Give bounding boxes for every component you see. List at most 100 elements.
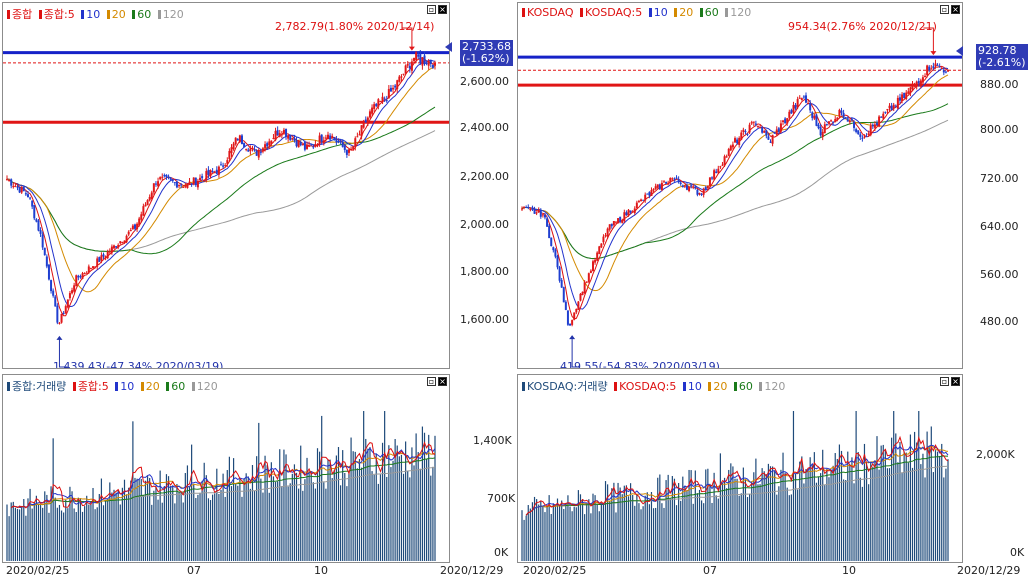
candle-body: [211, 171, 214, 173]
candle-body: [746, 133, 749, 135]
volume-bar: [333, 469, 335, 561]
volume-bar: [212, 494, 214, 561]
volume-bar: [680, 500, 682, 561]
close-icon[interactable]: ×: [438, 377, 447, 386]
volume-bar: [878, 469, 880, 561]
candle-body: [83, 273, 86, 275]
candle-body: [800, 98, 803, 101]
candle-body: [331, 135, 334, 138]
candle-body: [552, 247, 555, 251]
volume-bar: [251, 465, 254, 561]
candle-body: [614, 221, 617, 223]
candle-body: [811, 112, 814, 118]
candle-body: [637, 200, 640, 202]
volume-bar: [529, 508, 531, 561]
candle-body: [16, 186, 19, 188]
volume-bar: [650, 492, 653, 561]
candle-body: [606, 228, 609, 237]
candle-body: [102, 254, 105, 257]
volume-bar: [60, 510, 63, 561]
restore-icon[interactable]: ▫: [940, 5, 949, 14]
current-price-tag: 2,733.68 (-1.62%): [460, 40, 513, 66]
restore-icon[interactable]: ▫: [940, 377, 949, 386]
volume-bar: [163, 486, 165, 561]
candle-body: [629, 210, 632, 213]
candle-body: [594, 259, 597, 263]
volume-bar: [337, 447, 340, 561]
volume-bar: [822, 449, 824, 561]
candle-body: [915, 81, 918, 87]
candle-body: [880, 116, 883, 118]
low-annotation: 1,439.43(-47.34% 2020/03/19): [53, 360, 224, 369]
candle-body: [878, 116, 881, 127]
volume-bar: [260, 478, 262, 561]
volume-bar: [865, 462, 868, 561]
candle-body: [934, 63, 937, 67]
candle-body: [779, 123, 782, 132]
candle-body: [654, 186, 657, 190]
candle-body: [276, 130, 279, 136]
volume-bar: [663, 507, 665, 561]
candle-body: [108, 251, 111, 253]
kospi-candlestick-chart[interactable]: [3, 3, 449, 368]
candle-body: [343, 145, 346, 150]
legend-item: KOSDAQ: [527, 6, 574, 19]
candle-body: [209, 170, 212, 177]
kosdaq-volume-panel[interactable]: KOSDAQ:거래량 KOSDAQ:5 10 20 60 120 ▫ ×: [517, 374, 963, 563]
volume-bar: [249, 488, 251, 561]
restore-icon[interactable]: ▫: [427, 377, 436, 386]
candles: [521, 59, 949, 327]
candle-body: [106, 251, 109, 259]
volume-bar: [905, 452, 907, 561]
volume-ma-5-line: [10, 441, 436, 509]
volume-bar: [782, 452, 784, 561]
kospi-volume-chart[interactable]: [3, 375, 449, 562]
volume-bar: [75, 512, 77, 561]
candle-body: [706, 186, 709, 189]
volume-bar: [913, 431, 916, 561]
candle-body: [556, 256, 559, 268]
candle-body: [37, 220, 40, 231]
close-icon[interactable]: ×: [438, 5, 447, 14]
close-icon[interactable]: ×: [951, 5, 960, 14]
candles: [6, 50, 436, 325]
candle-body: [581, 291, 584, 296]
volume-bar: [266, 465, 268, 561]
kosdaq-price-panel[interactable]: KOSDAQ KOSDAQ:5 10 20 60 120 ▫ × 954.34(…: [517, 2, 963, 369]
candle-body: [62, 312, 65, 314]
volume-bar: [92, 487, 94, 561]
current-price-marker-icon: [445, 42, 452, 52]
volume-bar: [655, 507, 657, 561]
ma-5-line: [528, 65, 949, 320]
kospi-price-panel[interactable]: 종합 종합:5 10 20 60 120 ▫ × 2,782.79(1.80% …: [2, 2, 450, 369]
volume-bar: [886, 468, 889, 561]
volume-bar: [817, 476, 820, 561]
candle-body: [928, 66, 931, 71]
candle-body: [180, 184, 183, 186]
restore-icon[interactable]: ▫: [427, 5, 436, 14]
candle-body: [715, 171, 718, 174]
volume-bar: [686, 490, 688, 561]
volume-bar: [678, 482, 680, 561]
volume-bar: [434, 435, 436, 561]
volume-bar: [113, 489, 115, 561]
close-icon[interactable]: ×: [951, 377, 960, 386]
volume-bar: [8, 516, 10, 561]
volume-bar: [33, 502, 35, 561]
volume-bar: [335, 455, 337, 561]
candle-body: [6, 178, 8, 180]
volume-bar: [415, 433, 417, 561]
kosdaq-volume-chart[interactable]: [518, 375, 962, 562]
candle-body: [771, 134, 774, 144]
kospi-volume-panel[interactable]: 종합:거래량 종합:5 10 20 60 120 ▫ ×: [2, 374, 450, 563]
volume-bar: [891, 437, 893, 561]
kosdaq-candlestick-chart[interactable]: [518, 3, 962, 368]
candle-body: [131, 225, 134, 230]
candle-body: [583, 282, 586, 294]
candle-body: [688, 186, 691, 192]
candle-body: [573, 312, 576, 320]
volume-bar: [888, 468, 891, 561]
candle-body: [201, 176, 204, 179]
candle-body: [226, 160, 229, 164]
volume-bar: [826, 468, 828, 561]
